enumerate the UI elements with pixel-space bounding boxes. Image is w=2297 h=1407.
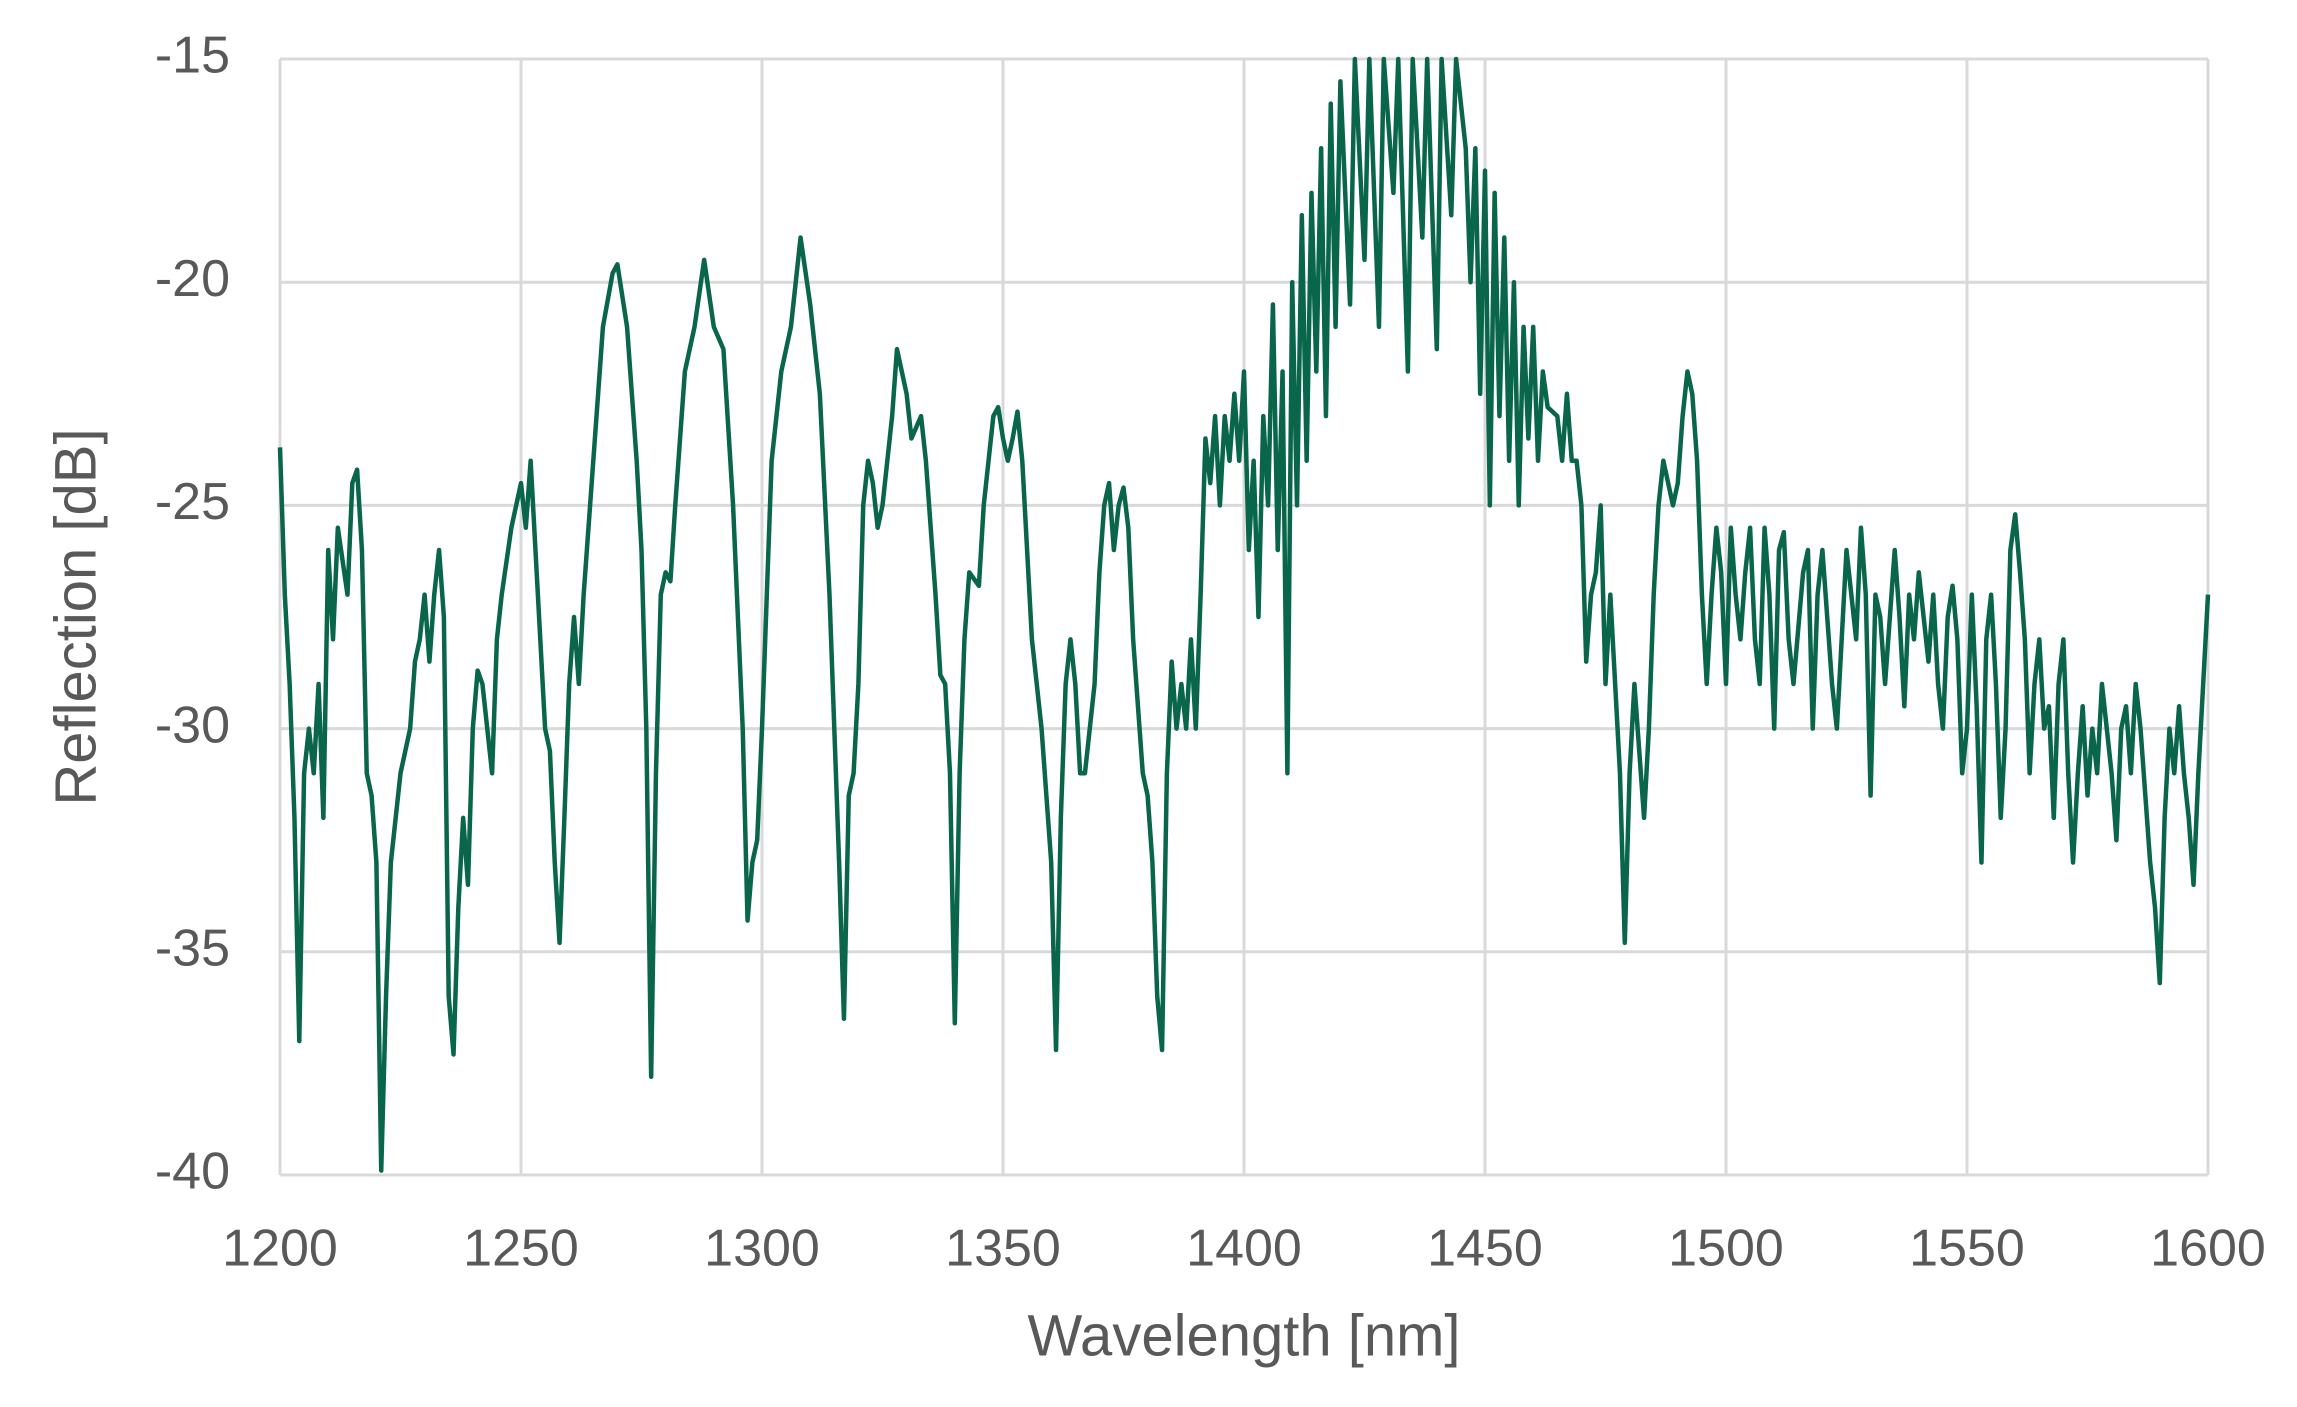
y-tick-label: -35 (155, 920, 230, 978)
x-tick-label: 1300 (704, 1220, 820, 1278)
y-tick-label: -30 (155, 696, 230, 754)
x-tick-label: 1500 (1668, 1220, 1784, 1278)
x-tick-label: 1250 (463, 1220, 579, 1278)
x-tick-label: 1400 (1186, 1220, 1302, 1278)
y-axis-title: Reflection [dB] (43, 428, 108, 805)
x-tick-label: 1350 (945, 1220, 1061, 1278)
y-tick-label: -25 (155, 473, 230, 531)
x-axis-title: Wavelength [nm] (1027, 1303, 1460, 1368)
y-tick-label: -15 (155, 27, 230, 85)
data-line (277, 56, 2211, 1173)
x-tick-label: 1200 (222, 1220, 338, 1278)
x-tick-label: 1450 (1427, 1220, 1543, 1278)
x-tick-label: 1600 (2150, 1220, 2266, 1278)
y-tick-label: -20 (155, 250, 230, 308)
y-tick-label: -40 (155, 1143, 230, 1201)
x-tick-label: 1550 (1909, 1220, 2025, 1278)
